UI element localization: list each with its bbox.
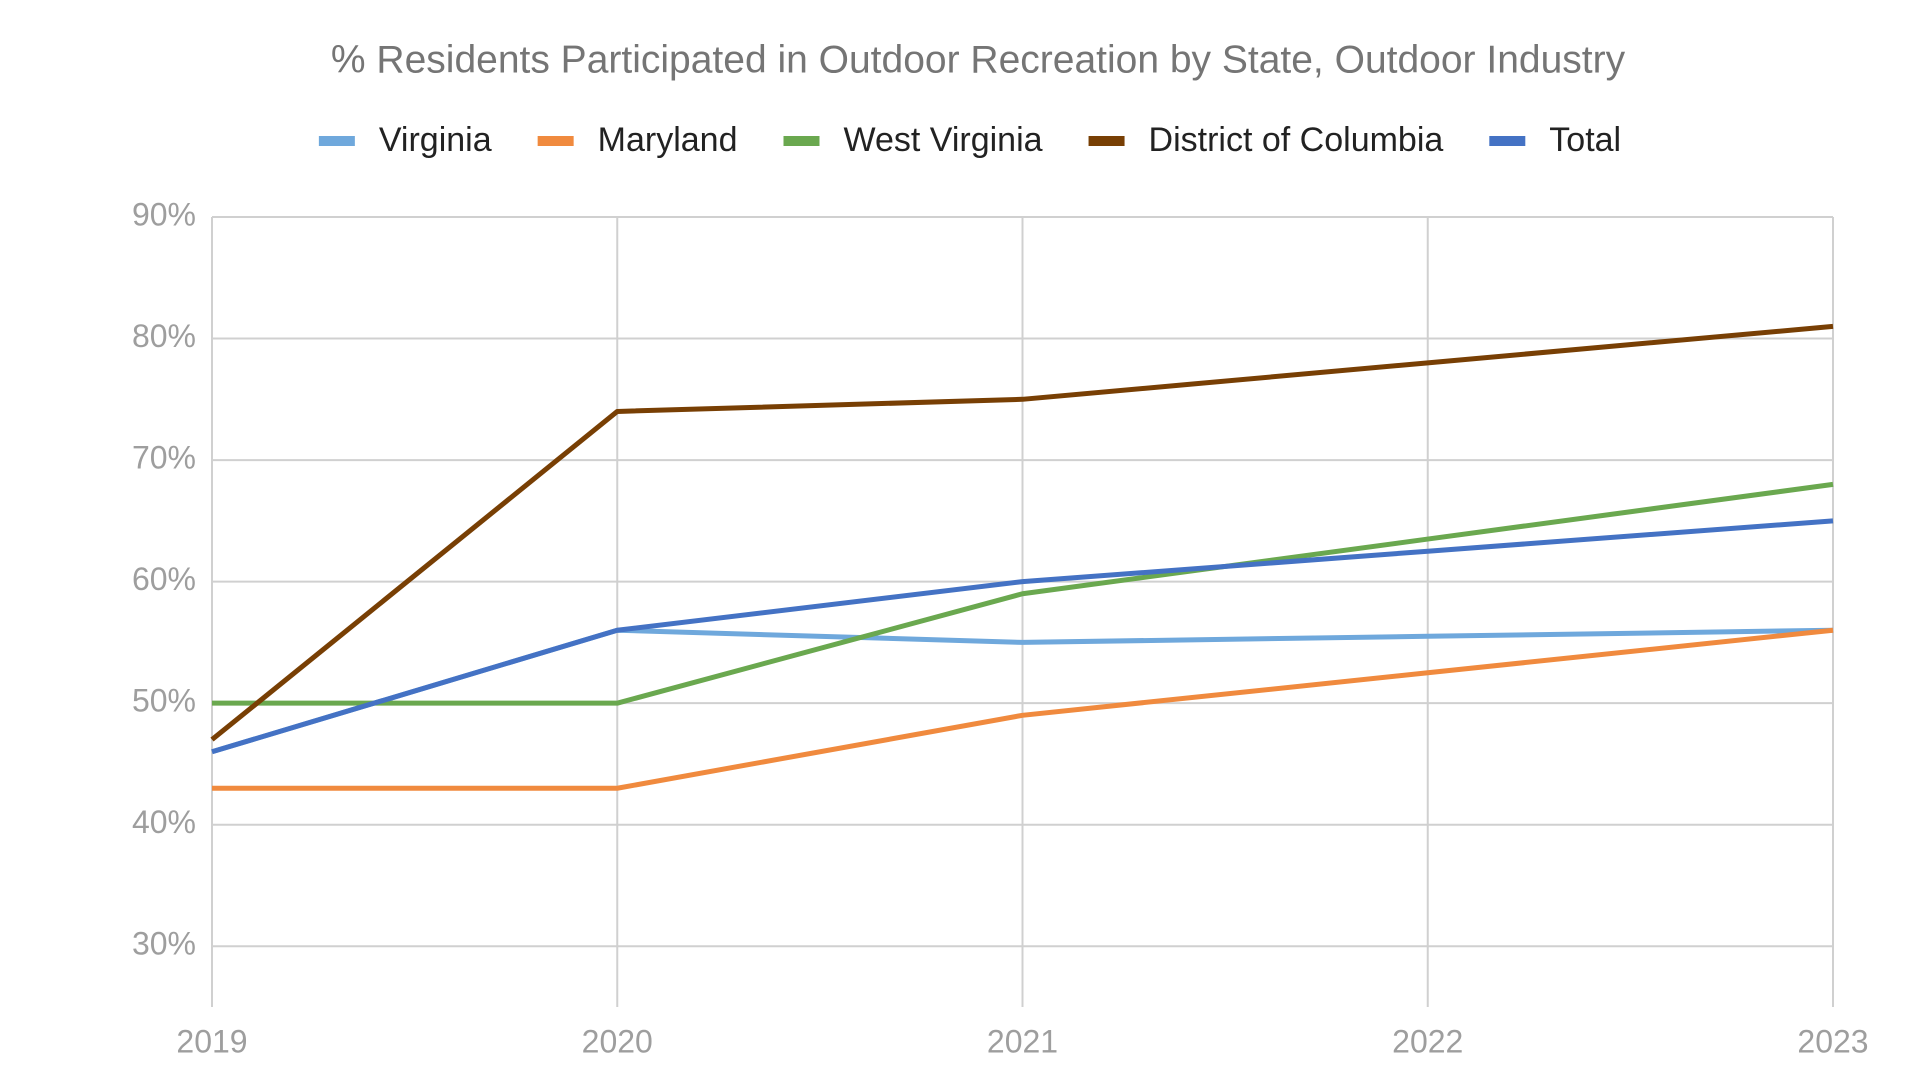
legend-swatch: [318, 136, 355, 146]
legend-swatch: [783, 136, 820, 146]
legend-label: West Virginia: [843, 121, 1042, 159]
legend-label: Virginia: [379, 121, 492, 159]
y-tick-label: 50%: [132, 683, 196, 719]
legend-label: Maryland: [598, 121, 738, 159]
x-tick-label: 2022: [1392, 1023, 1463, 1059]
x-tick-label: 2021: [987, 1023, 1058, 1059]
x-tick-label: 2020: [582, 1023, 653, 1059]
x-tick-label: 2023: [1797, 1023, 1868, 1059]
series-line: [212, 481, 1834, 706]
legend-swatch: [537, 136, 574, 146]
y-tick-label: 80%: [132, 318, 196, 354]
y-tick-label: 40%: [132, 804, 196, 840]
y-tick-label: 90%: [132, 196, 196, 232]
legend-swatch: [1088, 136, 1125, 146]
y-tick-label: 70%: [132, 440, 196, 476]
y-tick-label: 30%: [132, 926, 196, 962]
lines: [210, 323, 1834, 791]
series-line: [212, 627, 1834, 791]
chart-title: % Residents Participated in Outdoor Recr…: [331, 38, 1626, 81]
legend-label: District of Columbia: [1149, 121, 1444, 159]
legend-label: Total: [1549, 121, 1621, 159]
series-line: [210, 323, 1834, 742]
y-tick-label: 60%: [132, 561, 196, 597]
x-tick-label: 2019: [176, 1023, 247, 1059]
legend: Virginia Maryland West Virginia District of…: [318, 121, 1621, 159]
series-line: [211, 518, 1834, 755]
grid: 30% 40% 50% 60% 70% 80% 90% 2019 2020 2021 2022 202…: [132, 196, 1869, 1059]
legend-swatch: [1489, 136, 1526, 146]
